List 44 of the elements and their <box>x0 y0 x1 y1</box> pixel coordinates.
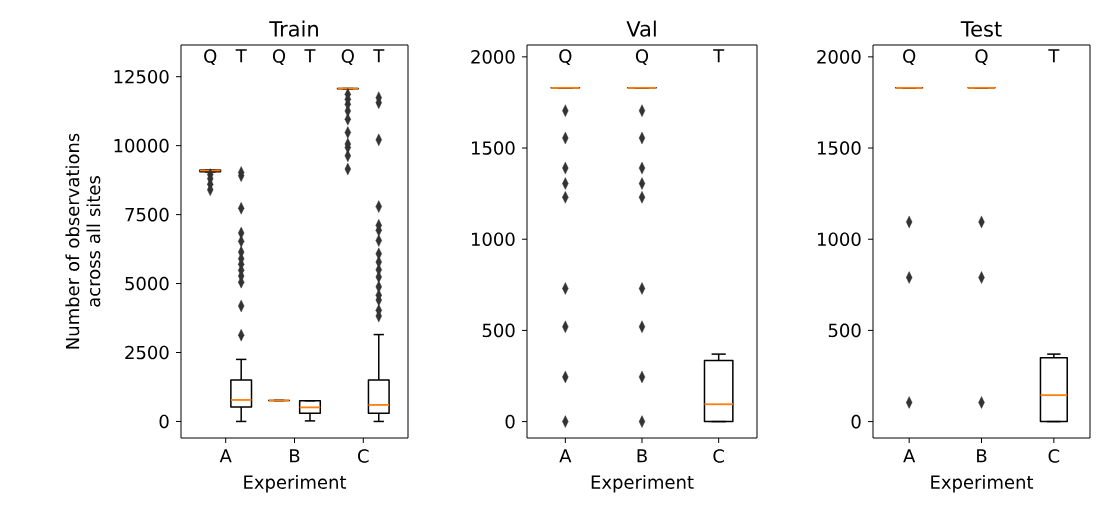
y-tick-label: 0 <box>159 414 169 429</box>
text: T <box>713 49 725 63</box>
y-tick-label: 5000 <box>125 276 169 291</box>
chart-title: Test <box>960 21 1002 37</box>
text: T <box>304 49 316 63</box>
x-tick-label: A <box>559 449 572 463</box>
x-tick-label: B <box>637 449 647 463</box>
y-tick-label: 2000 <box>817 50 861 64</box>
x-axis-title: Experiment <box>591 475 694 493</box>
x-axis-title: Experiment <box>931 475 1034 493</box>
legend-label: Q <box>559 49 572 65</box>
y-axis-title: Number of observations across all sites <box>65 133 101 349</box>
chart-title: Val <box>626 20 656 37</box>
text: Q <box>272 49 286 65</box>
y-tick-label: 0 <box>851 414 861 429</box>
y-tick-label: 500 <box>828 323 861 338</box>
y-tick-label: 2000 <box>471 50 515 64</box>
x-tick-label: A <box>219 449 232 463</box>
x-tick-label: C <box>713 449 724 463</box>
text: T <box>373 49 385 63</box>
x-tick-label: C <box>1048 449 1060 463</box>
text: Q <box>635 49 649 65</box>
x-tick-label: A <box>903 449 916 463</box>
text: Q <box>975 49 988 65</box>
text: T <box>1048 49 1060 63</box>
legend-label: Q <box>903 49 916 65</box>
y-tick-label: 500 <box>482 323 515 338</box>
y-tick-label: 7500 <box>125 207 169 222</box>
y-tick-label: 2500 <box>125 345 169 360</box>
text: T <box>235 49 247 63</box>
y-tick-label: 12500 <box>114 69 169 84</box>
y-tick-label: 1000 <box>817 232 861 247</box>
y-tick-label: 0 <box>505 414 515 429</box>
y-tick-label: 10000 <box>114 138 169 153</box>
y-tick-label: 1500 <box>471 141 515 155</box>
text: Q <box>204 49 217 65</box>
series-label: Q <box>341 49 354 65</box>
x-tick-label: B <box>290 449 300 463</box>
y-tick-label: 1000 <box>471 232 515 247</box>
x-tick-label: C <box>358 449 369 463</box>
x-axis-title: Experiment <box>244 475 347 493</box>
chart-title: Train <box>269 20 318 37</box>
x-tick-label: B <box>977 449 987 463</box>
y-tick-label: 1500 <box>817 141 861 155</box>
